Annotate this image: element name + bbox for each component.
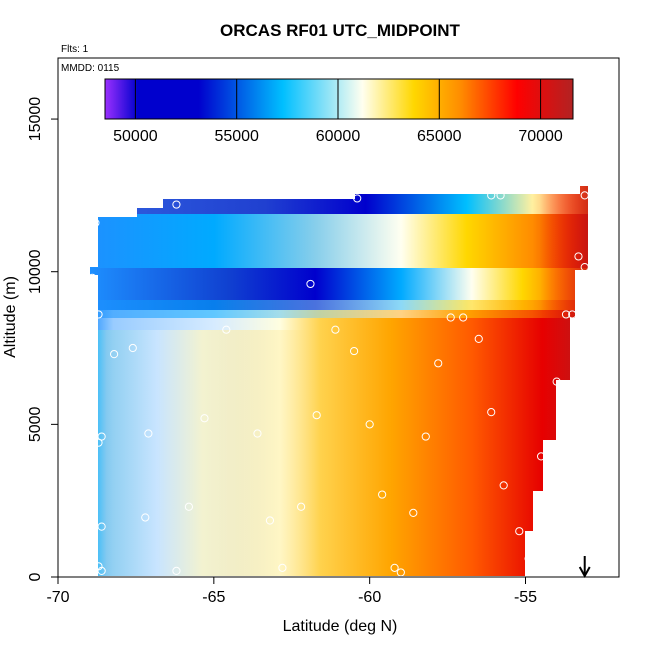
data-point [91, 218, 100, 227]
data-point [306, 279, 315, 289]
data-point [434, 359, 443, 368]
data-point [365, 420, 374, 429]
data-point [353, 194, 362, 203]
data-point [128, 343, 137, 353]
x-tick-label: -55 [514, 589, 537, 606]
data-point [487, 408, 496, 417]
date-label: MMDD: 0115 [61, 63, 120, 74]
data-point [200, 414, 209, 423]
data-point [253, 429, 262, 438]
data-point [552, 377, 561, 386]
heatmap-upper-layer [90, 210, 588, 270]
data-point [499, 481, 508, 490]
data-point [446, 313, 455, 322]
data-point [496, 191, 505, 200]
data-point [265, 516, 275, 525]
arrow-down-icon [578, 556, 591, 579]
data-point [561, 310, 571, 319]
data-point [524, 554, 533, 563]
data-point [141, 513, 150, 522]
data-point [421, 432, 430, 441]
colorbar-tick-label: 65000 [417, 128, 462, 145]
chart-title: ORCAS RF01 UTC_MIDPOINT [220, 21, 461, 40]
data-point [390, 563, 399, 572]
data-point [278, 563, 287, 572]
x-tick-label: -60 [358, 589, 381, 606]
heatmap-top-layer [90, 186, 588, 214]
colorbar-ticks: 50000 55000 60000 65000 70000 [113, 79, 563, 145]
flights-label: Flts: 1 [61, 44, 89, 55]
x-axis: -70 -65 -60 -55 [46, 577, 537, 606]
data-point [536, 452, 546, 461]
data-point [94, 310, 103, 319]
heatmap-mid-band-shade [90, 300, 588, 318]
heatmap-field [90, 186, 588, 576]
data-point [97, 566, 106, 575]
data-point [515, 527, 524, 536]
data-point [487, 191, 496, 200]
data-point [580, 263, 589, 272]
data-point [88, 273, 97, 282]
colorbar-gradient [104, 78, 574, 120]
heatmap-lower-layer [90, 330, 318, 576]
colorbar-tick-label: 50000 [113, 128, 158, 145]
observation-points [88, 191, 589, 577]
y-tick-label: 0 [27, 572, 44, 581]
data-point [184, 502, 193, 511]
arrow-head [578, 566, 591, 579]
data-point [378, 490, 387, 499]
y-axis: 0 5000 10000 15000 [27, 97, 58, 581]
data-point [312, 411, 321, 420]
data-point [297, 502, 306, 511]
data-point [172, 200, 181, 209]
data-point [172, 566, 181, 575]
data-point [580, 191, 589, 200]
data-point [144, 429, 153, 438]
colorbar-tick-label: 70000 [518, 128, 563, 145]
y-tick-label: 15000 [27, 97, 44, 142]
colorbar: 50000 55000 60000 65000 70000 [104, 78, 574, 145]
data-point [459, 313, 468, 322]
data-point [474, 334, 483, 343]
x-tick-label: -70 [46, 589, 69, 606]
data-point [349, 346, 359, 356]
data-point [530, 566, 539, 575]
data-point [110, 350, 119, 359]
y-tick-label: 5000 [27, 406, 44, 442]
colorbar-tick-label: 60000 [316, 128, 361, 145]
data-point [331, 325, 340, 334]
y-tick-label: 10000 [27, 249, 44, 294]
x-tick-label: -65 [202, 589, 225, 606]
data-point [88, 383, 97, 392]
data-point [409, 508, 418, 517]
data-point [568, 310, 577, 319]
plot-frame [57, 57, 620, 578]
data-point [94, 438, 103, 447]
data-point [574, 252, 583, 261]
data-point [88, 516, 97, 525]
data-point [396, 568, 405, 577]
data-point [97, 522, 106, 531]
y-axis-label: Altitude (m) [2, 276, 19, 358]
heatmap-right-edge [540, 186, 588, 576]
colorbar-tick-label: 55000 [214, 128, 259, 145]
x-axis-label: Latitude (deg N) [283, 618, 398, 635]
data-point [222, 325, 231, 334]
